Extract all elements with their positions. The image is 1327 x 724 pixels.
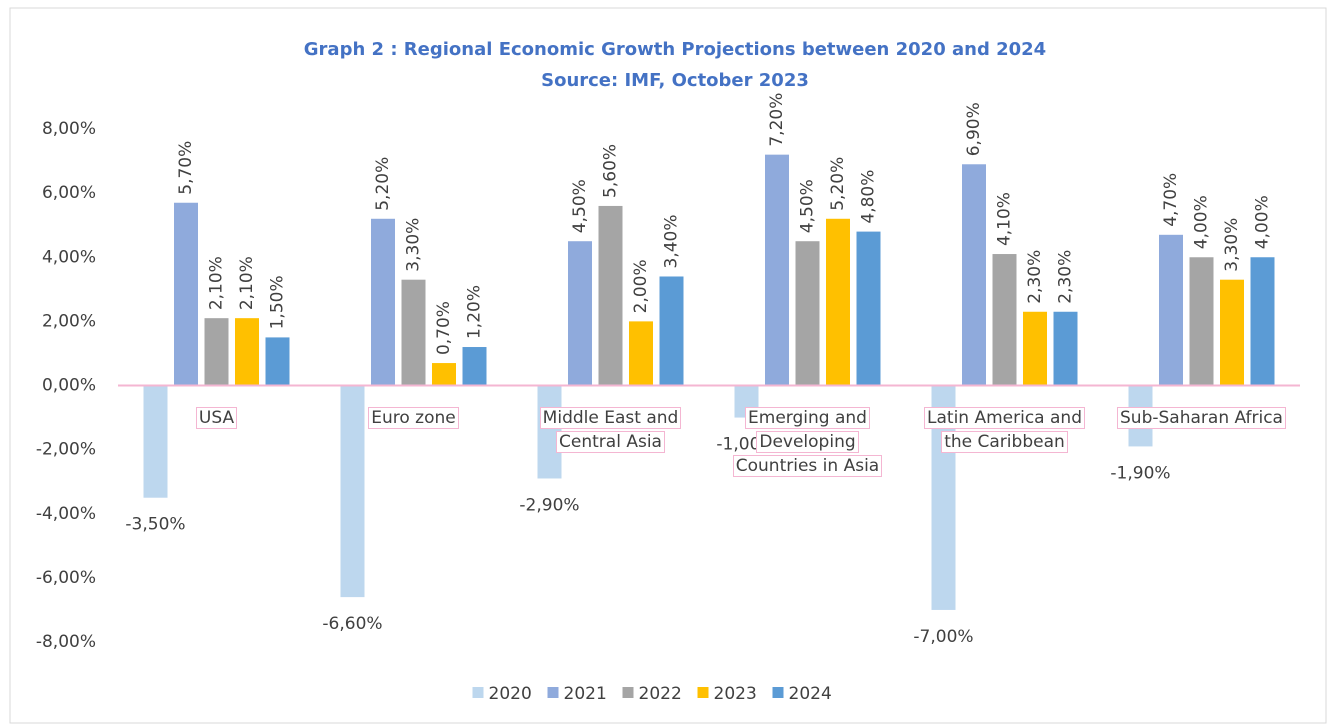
data-label: -1,90% (1110, 463, 1170, 483)
bar (265, 337, 290, 386)
x-tick-label: Latin America and the Caribbean (920, 406, 1090, 454)
data-label: 2,00% (631, 259, 651, 313)
bar (1023, 311, 1047, 386)
chart-subtitle: Source: IMF, October 2023 (541, 70, 809, 91)
data-label: -6,60% (322, 614, 382, 634)
bar (765, 154, 789, 386)
bar (371, 218, 395, 386)
y-tick-label: 4,00% (42, 247, 96, 267)
legend-swatch (547, 687, 559, 698)
x-tick-text: Middle East and Central Asia (539, 406, 682, 453)
bar (1159, 234, 1183, 386)
legend-label: 2020 (489, 684, 532, 704)
bar (1220, 279, 1244, 386)
legend-swatch (697, 687, 709, 698)
x-tick-label: Euro zone (329, 406, 499, 430)
bar (962, 164, 986, 386)
data-label: 2,10% (237, 256, 257, 310)
bar (629, 321, 653, 386)
data-label: 3,40% (662, 214, 682, 268)
legend-swatch (622, 687, 634, 698)
x-tick-label: Emerging and Developing Countries in Asi… (723, 406, 893, 478)
x-tick-label: Sub-Saharan Africa (1117, 406, 1287, 430)
x-tick-text: Sub-Saharan Africa (1117, 406, 1286, 429)
bar (659, 276, 684, 386)
bar (174, 202, 198, 386)
bar (143, 385, 168, 498)
data-label: 2,30% (1025, 250, 1045, 304)
bar (826, 218, 850, 386)
data-label: 4,00% (1192, 195, 1212, 249)
data-label: 4,80% (859, 170, 879, 224)
data-label: -3,50% (125, 515, 185, 535)
data-label: 4,00% (1253, 195, 1273, 249)
data-label: 0,70% (434, 301, 454, 355)
y-tick-label: 6,00% (42, 183, 96, 203)
legend-label: 2024 (789, 684, 832, 704)
data-label: -2,90% (519, 495, 579, 515)
bar (235, 318, 259, 386)
bar (1189, 257, 1214, 386)
data-label: 5,60% (601, 144, 621, 198)
data-label: 4,50% (798, 179, 818, 233)
y-tick-label: -2,00% (36, 440, 96, 460)
x-tick-label: USA (132, 406, 302, 430)
bar (1250, 257, 1275, 386)
bar (856, 231, 881, 386)
y-tick-label: -6,00% (36, 568, 96, 588)
bar (462, 347, 487, 386)
x-tick-text: Emerging and Developing Countries in Asi… (732, 406, 883, 477)
data-label: 4,70% (1161, 173, 1181, 227)
legend-swatch (772, 687, 784, 698)
data-label: 2,30% (1056, 250, 1076, 304)
data-label: 1,50% (268, 275, 288, 329)
bar (432, 363, 456, 386)
legend-label: 2021 (564, 684, 607, 704)
legend-swatch (472, 687, 484, 698)
data-label: 5,20% (828, 157, 848, 211)
bar (568, 241, 592, 386)
data-label: 4,50% (570, 179, 590, 233)
data-label: 3,30% (404, 218, 424, 272)
data-label: 5,70% (176, 141, 196, 195)
bar (340, 385, 365, 598)
bar (204, 318, 229, 386)
data-label: -7,00% (913, 627, 973, 647)
x-tick-label: Middle East and Central Asia (526, 406, 696, 454)
y-tick-label: -4,00% (36, 504, 96, 524)
y-tick-label: 2,00% (42, 311, 96, 331)
legend-label: 2023 (714, 684, 757, 704)
data-label: 4,10% (995, 192, 1015, 246)
data-label: 1,20% (465, 285, 485, 339)
data-label: 5,20% (373, 157, 393, 211)
x-tick-text: Latin America and the Caribbean (924, 406, 1085, 453)
bar (1053, 311, 1078, 386)
data-label: 7,20% (767, 93, 787, 147)
data-label: 6,90% (964, 102, 984, 156)
y-tick-label: 8,00% (42, 119, 96, 139)
data-label: 2,10% (207, 256, 227, 310)
x-tick-text: Euro zone (368, 406, 459, 429)
bar (598, 205, 623, 386)
bar (992, 254, 1017, 386)
y-tick-label: -8,00% (36, 632, 96, 652)
chart-border (9, 7, 1327, 724)
y-tick-label: 0,00% (42, 376, 96, 396)
bar (795, 241, 820, 386)
data-label: 3,30% (1222, 218, 1242, 272)
chart-title: Graph 2 : Regional Economic Growth Proje… (304, 39, 1046, 60)
x-tick-text: USA (195, 406, 238, 429)
legend-label: 2022 (639, 684, 682, 704)
bar (401, 279, 426, 386)
